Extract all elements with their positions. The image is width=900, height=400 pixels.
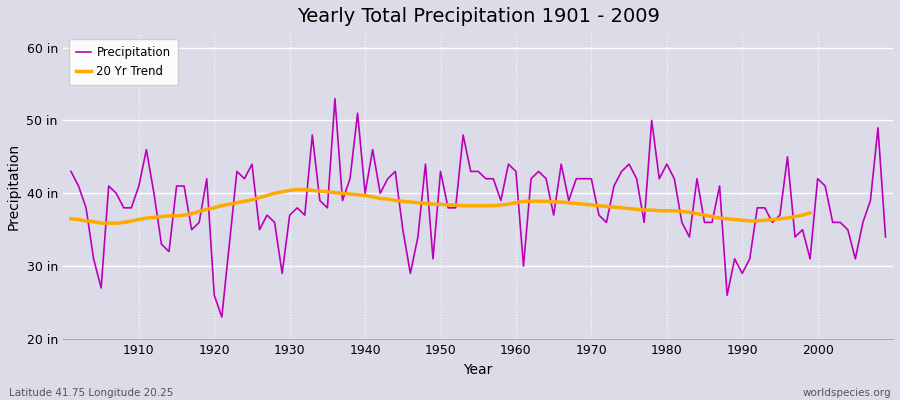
20 Yr Trend (472, 203, 483, 208)
Line: Precipitation: Precipitation (71, 99, 886, 317)
Precipitation (352, 111, 363, 116)
20 Yr Trend (269, 191, 280, 196)
Precipitation (518, 264, 529, 268)
20 Yr Trend (307, 188, 318, 193)
X-axis label: Year: Year (464, 363, 493, 377)
Legend: Precipitation, 20 Yr Trend: Precipitation, 20 Yr Trend (69, 39, 177, 85)
Line: 20 Yr Trend: 20 Yr Trend (71, 190, 810, 223)
Title: Yearly Total Precipitation 1901 - 2009: Yearly Total Precipitation 1901 - 2009 (297, 7, 660, 26)
Precipitation (880, 234, 891, 239)
20 Yr Trend (66, 216, 77, 221)
Text: worldspecies.org: worldspecies.org (803, 388, 891, 398)
20 Yr Trend (450, 202, 461, 207)
20 Yr Trend (292, 187, 302, 192)
20 Yr Trend (662, 208, 672, 213)
Precipitation (526, 176, 536, 181)
20 Yr Trend (95, 221, 106, 226)
20 Yr Trend (805, 210, 815, 215)
Precipitation (66, 169, 77, 174)
Precipitation (300, 213, 310, 218)
Precipitation (216, 315, 227, 320)
Y-axis label: Precipitation: Precipitation (7, 142, 21, 230)
Precipitation (329, 96, 340, 101)
Text: Latitude 41.75 Longitude 20.25: Latitude 41.75 Longitude 20.25 (9, 388, 174, 398)
Precipitation (616, 169, 627, 174)
Precipitation (126, 206, 137, 210)
20 Yr Trend (247, 198, 257, 202)
